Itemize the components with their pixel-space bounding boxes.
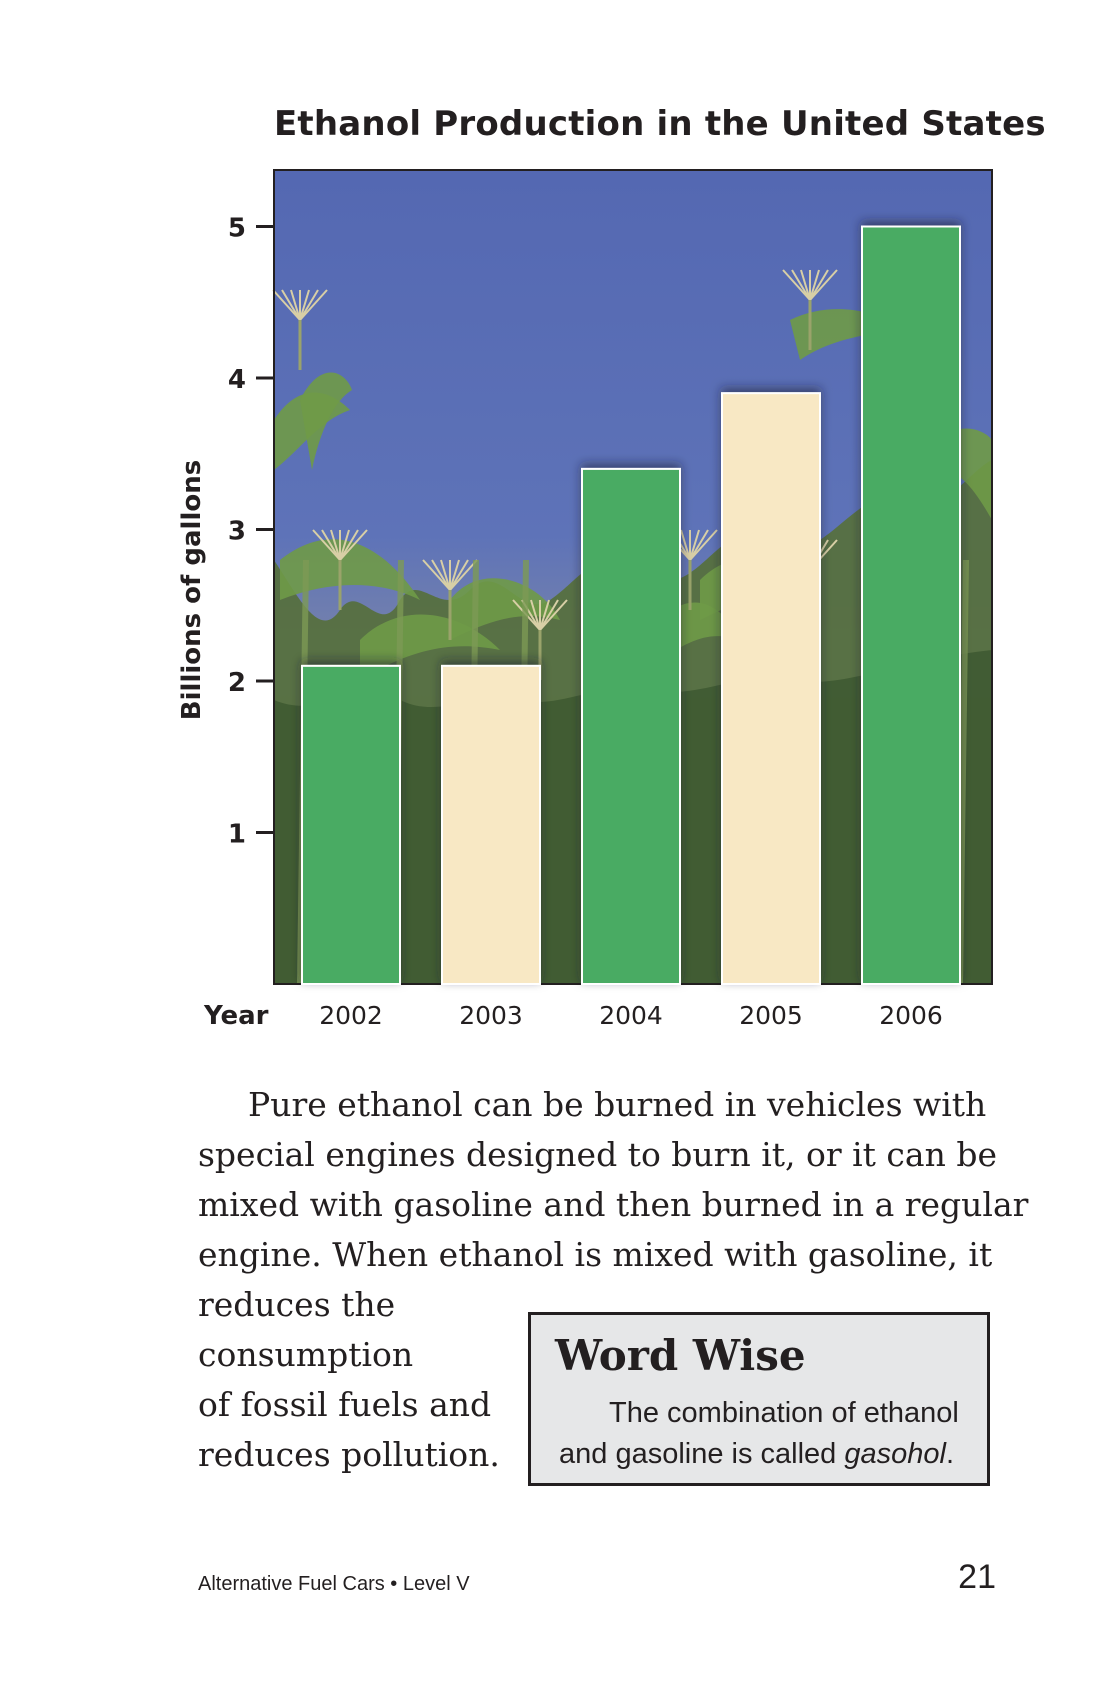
bar-2003 [441,664,541,985]
tassel-strand [299,289,319,321]
y-tick-label: 5 [228,214,246,244]
x-tick-label: 2006 [879,1001,943,1030]
tassel-strand [680,529,691,561]
corn-tassel [422,559,478,640]
tassel-strand [299,289,328,321]
tassel-strand [339,529,359,561]
tassel-strand [530,599,541,631]
paragraph-line: Pure ethanol can be burned in vehicles w… [248,1085,987,1124]
word-wise-term: gasohol [844,1438,946,1470]
tassel-strand [290,289,301,321]
word-wise-definition: The combination of ethanol and gasoline … [559,1393,979,1475]
chart-title: Ethanol Production in the United States [274,104,1046,144]
tassel-strand [449,559,469,591]
tassel-strand [791,269,811,301]
bar-chart: 1 2 3 4 5 Billions of gallons Year 2002 2003 200… [177,169,993,1031]
tassel-strand [539,599,568,631]
tassel-strand [272,289,301,321]
body-paragraph: Pure ethanol can be burned in vehicles w… [198,1080,1028,1280]
corn-leaf [280,539,420,600]
paragraph-line: consumption [198,1335,414,1374]
tassel-strand [539,599,550,631]
tassel-strand [339,529,350,561]
tassel-strand [312,529,341,561]
bars-group [301,225,961,985]
tassel-strand [809,269,820,301]
word-wise-line: The combination of ethanol [609,1397,959,1429]
tassel-strand [440,559,451,591]
bar-2002 [301,664,401,985]
y-axis-title: Billions of gallons [177,460,207,720]
paragraph-line: reduces pollution. [198,1435,500,1474]
tassel-strand [782,269,811,301]
x-axis: Year 2002 2003 2004 2005 2006 [203,1001,943,1031]
word-wise-box: Word Wise The combination of ethanol and… [528,1312,990,1486]
paragraph-line: special engines designed to burn it, or … [198,1135,997,1174]
tassel-strand [299,289,310,321]
tassel-strand [809,269,838,301]
word-wise-line: and gasoline is called gasohol. [559,1434,979,1475]
tassel-strand [321,529,341,561]
tassel-strand [539,599,559,631]
x-tick-label: 2004 [599,1001,663,1030]
tassel-strand [330,529,341,561]
bar-2004 [581,467,681,985]
tassel-strand [339,529,368,561]
footer-book-title: Alternative Fuel Cars • Level V [198,1573,470,1595]
y-axis: 1 2 3 4 5 Billions of gallons [177,214,274,850]
corn-tassel [272,289,328,370]
word-wise-prefix: and gasoline is called [559,1438,845,1470]
body-paragraph-continued: reduces the consumption of fossil fuels … [198,1280,500,1480]
tassel-strand [689,529,718,561]
page-number: 21 [958,1558,996,1596]
paragraph-line: of fossil fuels and [198,1385,492,1424]
tassel-strand [281,289,301,321]
tassel-strand [449,559,460,591]
tassel-strand [449,559,478,591]
x-tick-label: 2002 [319,1001,383,1030]
corn-tassel [782,269,838,350]
x-axis-title: Year [203,1001,269,1031]
bar-2006 [861,225,961,985]
y-tick-label: 3 [228,517,246,547]
x-tick-label: 2003 [459,1001,523,1030]
paragraph-line: reduces the [198,1285,396,1324]
tassel-strand [431,559,451,591]
word-wise-suffix: . [945,1438,955,1470]
paragraph-line: mixed with gasoline and then burned in a… [198,1185,1029,1224]
x-tick-label: 2005 [739,1001,803,1030]
tassel-strand [689,529,700,561]
bar-2005 [721,392,821,985]
y-tick-label: 1 [228,820,246,850]
y-tick-label: 4 [228,365,246,395]
word-wise-title: Word Wise [555,1331,806,1380]
corn-leaf [300,372,352,470]
tassel-strand [422,559,451,591]
tassel-strand [689,529,709,561]
tassel-strand [800,269,811,301]
paragraph-line: engine. When ethanol is mixed with gasol… [198,1235,993,1274]
y-tick-label: 2 [228,668,246,698]
tassel-strand [809,269,829,301]
corn-tassel [312,529,368,610]
